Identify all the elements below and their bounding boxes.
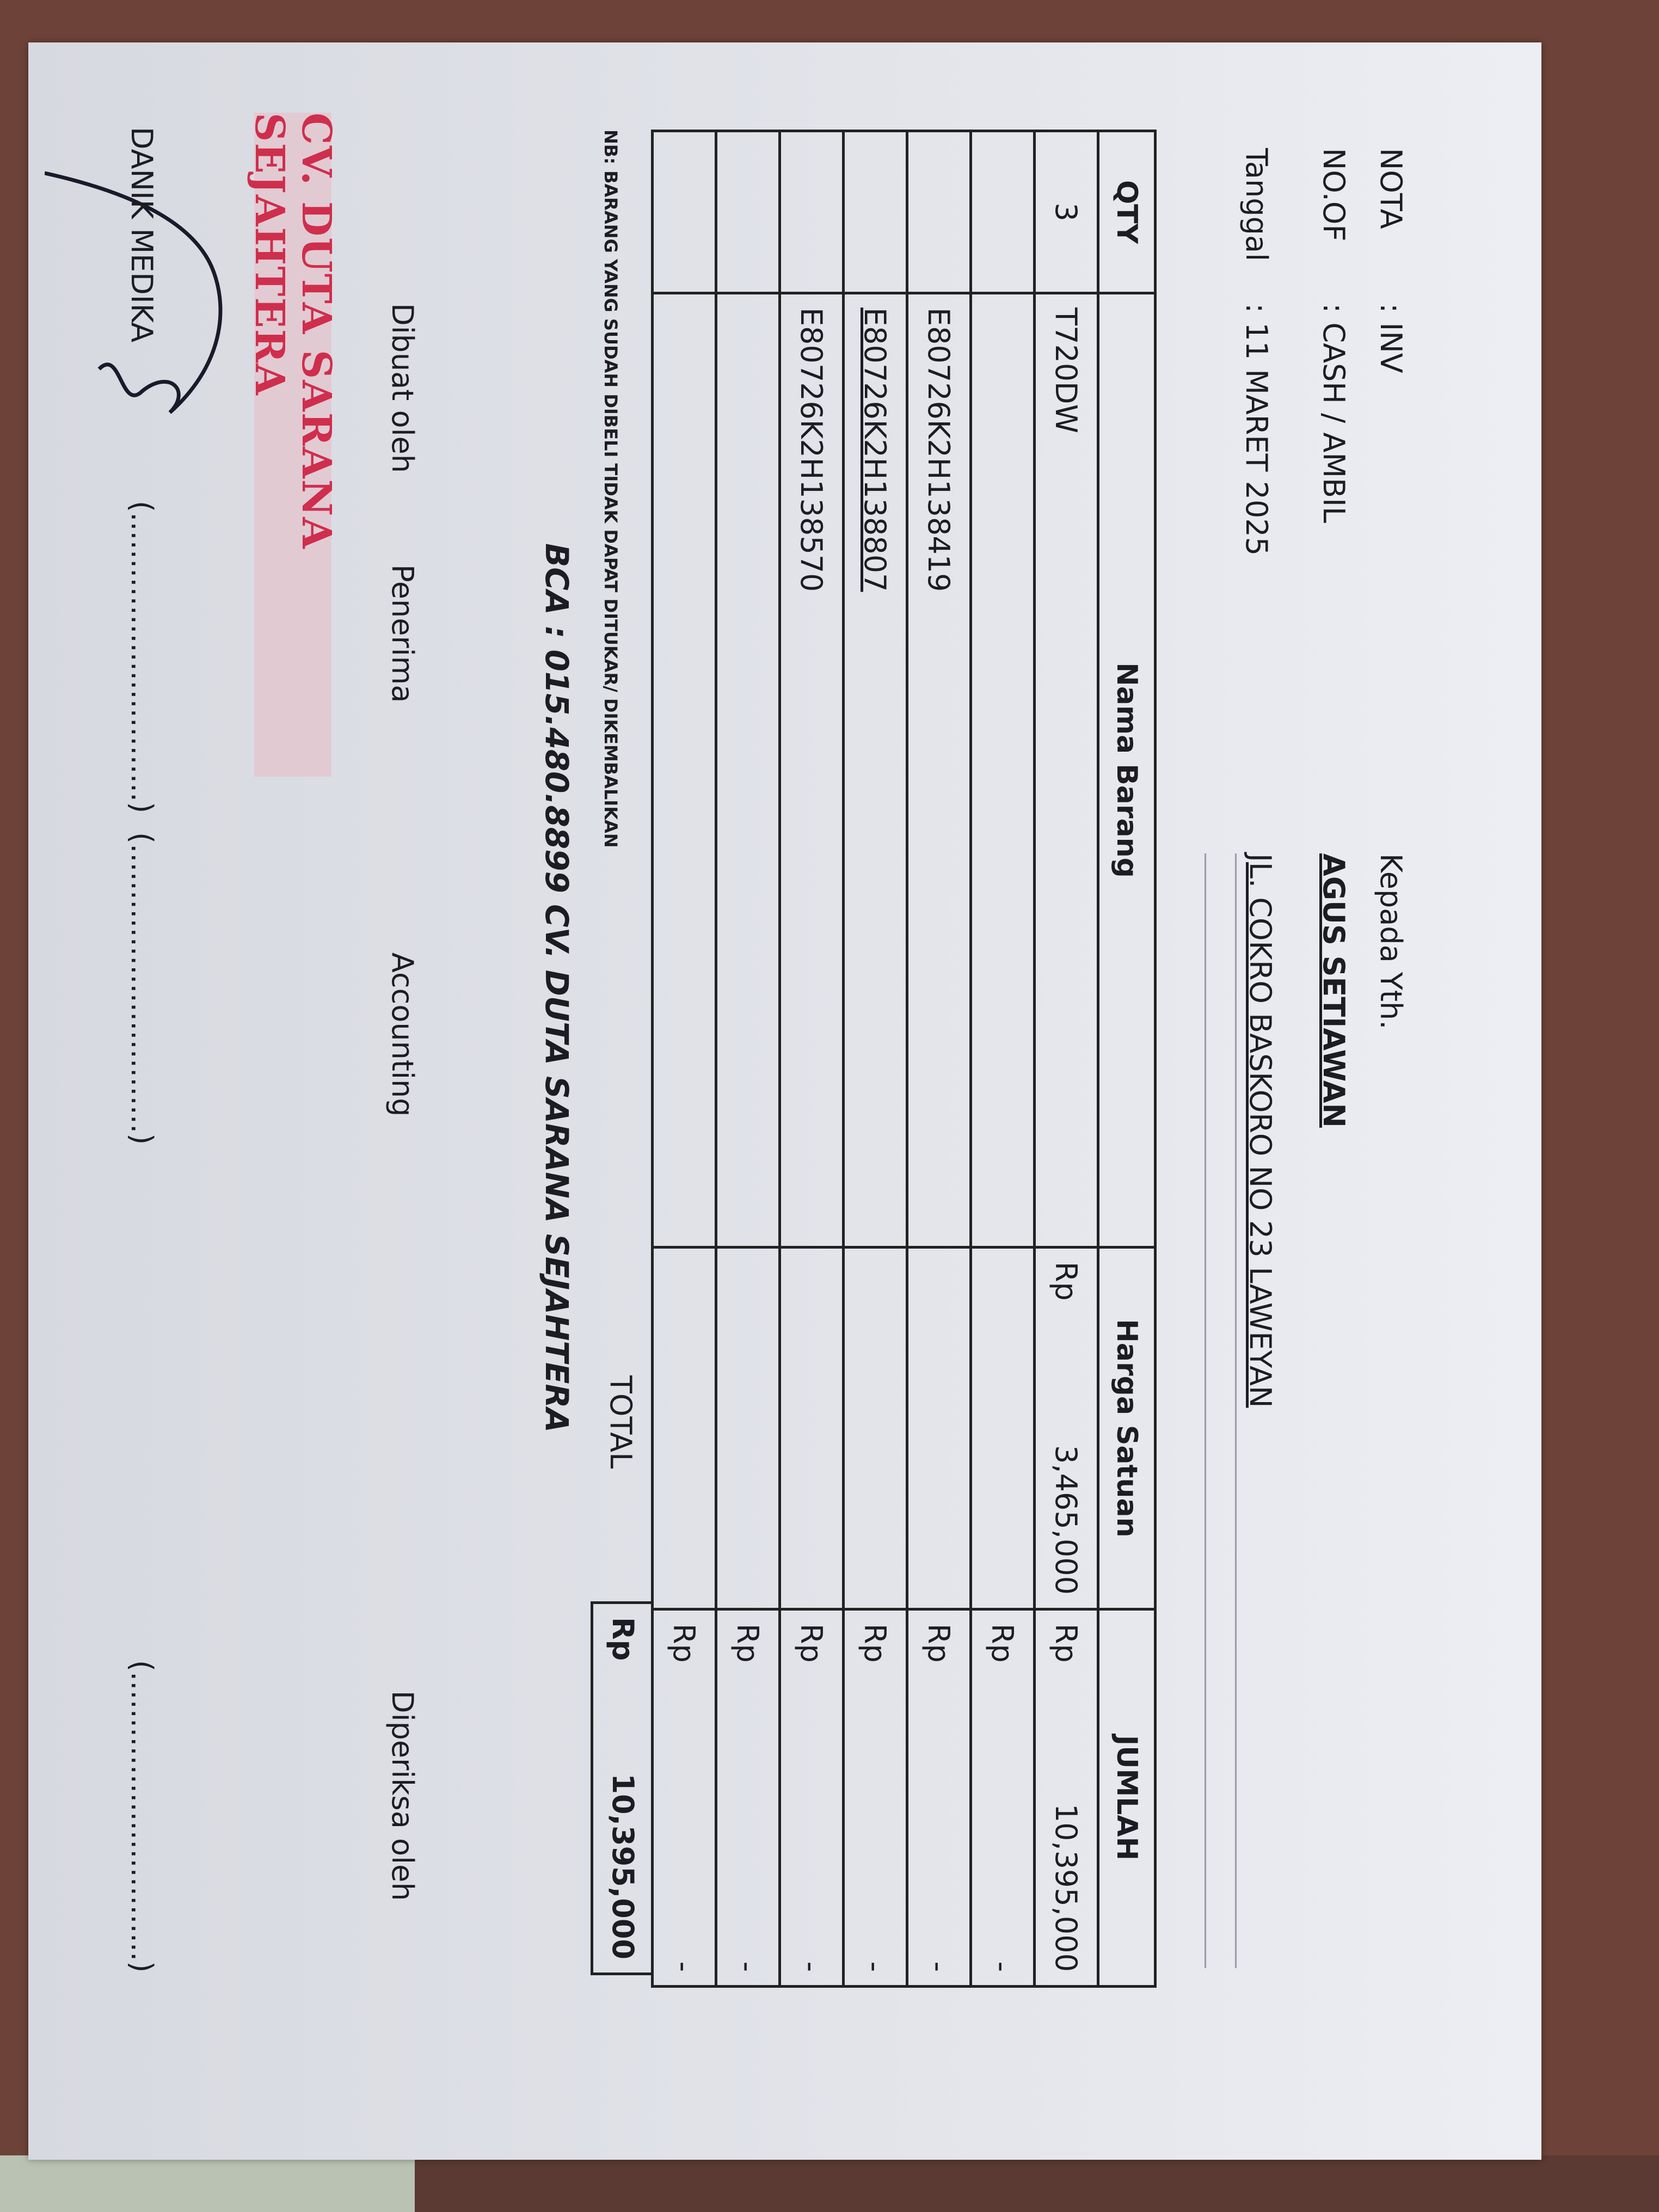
amount-currency: Rp [667, 1624, 702, 1663]
amount-value: - [667, 1961, 702, 1973]
tanggal-label: Tanggal [1239, 148, 1274, 262]
checked-by-label: Diperiksa oleh [385, 1691, 420, 1901]
amount-cell: Rp - [716, 1609, 780, 1987]
item-name-cell [970, 293, 1035, 1248]
customer-name: AGUS SETIAWAN [1317, 853, 1351, 1128]
amount-value: - [921, 1961, 956, 1973]
column-header-qty: QTY [1098, 131, 1156, 293]
amount-currency: Rp [858, 1624, 893, 1663]
item-name-cell: E80726K2H138807 [843, 293, 907, 1248]
amount-currency: Rp [794, 1624, 829, 1663]
qty-cell: 3 [1034, 131, 1098, 293]
table-row: 3 T720DW Rp 3,465,000 Rp 10,395,000 [1034, 131, 1098, 1987]
nota-label: NOTA [1374, 148, 1408, 229]
amount-cell: Rp - [652, 1609, 716, 1987]
table-row: E80726K2H138570 Rp - [779, 131, 844, 1987]
amount-value: - [730, 1961, 765, 1973]
table-row: E80726K2H138807 Rp - [843, 131, 907, 1987]
items-table: QTY Nama Barang Harga Satuan JUMLAH 3 T72… [651, 130, 1157, 1988]
total-currency: Rp [606, 1617, 640, 1661]
made-by-name: DANIK MEDIKA [125, 127, 159, 343]
kepada-label: Kepada Yth. [1374, 853, 1408, 1030]
amount-currency: Rp [985, 1624, 1020, 1663]
item-name-cell: E80726K2H138570 [779, 293, 844, 1248]
unit-price-cell [716, 1247, 780, 1609]
table-row: Rp - [970, 131, 1035, 1987]
qty-cell [843, 131, 907, 293]
address-line [1205, 853, 1206, 1968]
price-value: 3,465,000 [1049, 1445, 1084, 1595]
stamp-text: CV. DUTA SARANA SEJAHTERA [246, 113, 340, 550]
qty-cell [779, 131, 844, 293]
table-row: Rp - [716, 131, 780, 1987]
item-name-cell: T720DW [1034, 293, 1098, 1248]
tanggal-value: : 11 MARET 2025 [1239, 303, 1274, 556]
column-header-name: Nama Barang [1098, 293, 1156, 1248]
qty-cell [652, 131, 716, 293]
item-name-cell [716, 293, 780, 1248]
unit-price-cell [970, 1247, 1035, 1609]
amount-value: - [985, 1961, 1020, 1973]
amount-value: - [794, 1961, 829, 1973]
item-name-cell: E80726K2H138419 [907, 293, 971, 1248]
nota-value: : INV [1374, 303, 1408, 373]
invoice-paper: NOTA : INV NO.OF : CASH / AMBIL Tanggal … [28, 42, 1541, 2160]
column-header-sum: JUMLAH [1098, 1609, 1156, 1987]
amount-value: - [858, 1961, 893, 1973]
address-line [1235, 853, 1237, 1968]
accounting-signature-blank: (...............................) [125, 832, 159, 1145]
qty-cell [716, 131, 780, 293]
total-label: TOTAL [604, 1375, 638, 1469]
nb-note: NB: BARANG YANG SUDAH DIBELI TIDAK DAPAT… [600, 130, 621, 848]
qty-cell [907, 131, 971, 293]
noof-value: : CASH / AMBIL [1317, 303, 1351, 523]
amount-currency: Rp [1049, 1624, 1084, 1663]
total-box: Rp 10,395,000 [591, 1601, 653, 1975]
unit-price-cell [652, 1247, 716, 1609]
table-row: Rp - [652, 131, 716, 1987]
handwritten-signature [45, 171, 223, 414]
desk-background [0, 2155, 1659, 2212]
amount-currency: Rp [921, 1624, 956, 1663]
made-by-label: Dibuat oleh [385, 303, 420, 474]
unit-price-cell: Rp 3,465,000 [1034, 1247, 1098, 1609]
receiver-signature-blank: (...............................) [125, 501, 159, 814]
price-currency: Rp [1049, 1262, 1084, 1301]
checked-signature-blank: (...............................) [125, 1660, 159, 1973]
unit-price-cell [907, 1247, 971, 1609]
amount-value: 10,395,000 [1049, 1803, 1084, 1972]
amount-cell: Rp - [970, 1609, 1035, 1987]
noof-label: NO.OF [1317, 148, 1351, 242]
item-name-cell [652, 293, 716, 1248]
table-row: E80726K2H138419 Rp - [907, 131, 971, 1987]
amount-cell: Rp - [843, 1609, 907, 1987]
receiver-label: Penerima [385, 564, 420, 703]
table-header-row: QTY Nama Barang Harga Satuan JUMLAH [1098, 131, 1156, 1987]
unit-price-cell [843, 1247, 907, 1609]
unit-price-cell [779, 1247, 844, 1609]
company-stamp: CV. DUTA SARANA SEJAHTERA [246, 113, 340, 777]
bank-info: BCA : 015.480.8899 CV. DUTA SARANA SEJAH… [538, 543, 575, 1433]
amount-cell: Rp - [779, 1609, 844, 1987]
total-value: 10,395,000 [606, 1773, 640, 1959]
customer-address: JL. COKRO BASKORO NO 23 LAWEYAN [1243, 853, 1277, 1408]
amount-cell: Rp - [907, 1609, 971, 1987]
qty-cell [970, 131, 1035, 293]
amount-currency: Rp [730, 1624, 765, 1663]
accounting-label: Accounting [385, 953, 420, 1117]
column-header-price: Harga Satuan [1098, 1247, 1156, 1609]
amount-cell: Rp 10,395,000 [1034, 1609, 1098, 1987]
